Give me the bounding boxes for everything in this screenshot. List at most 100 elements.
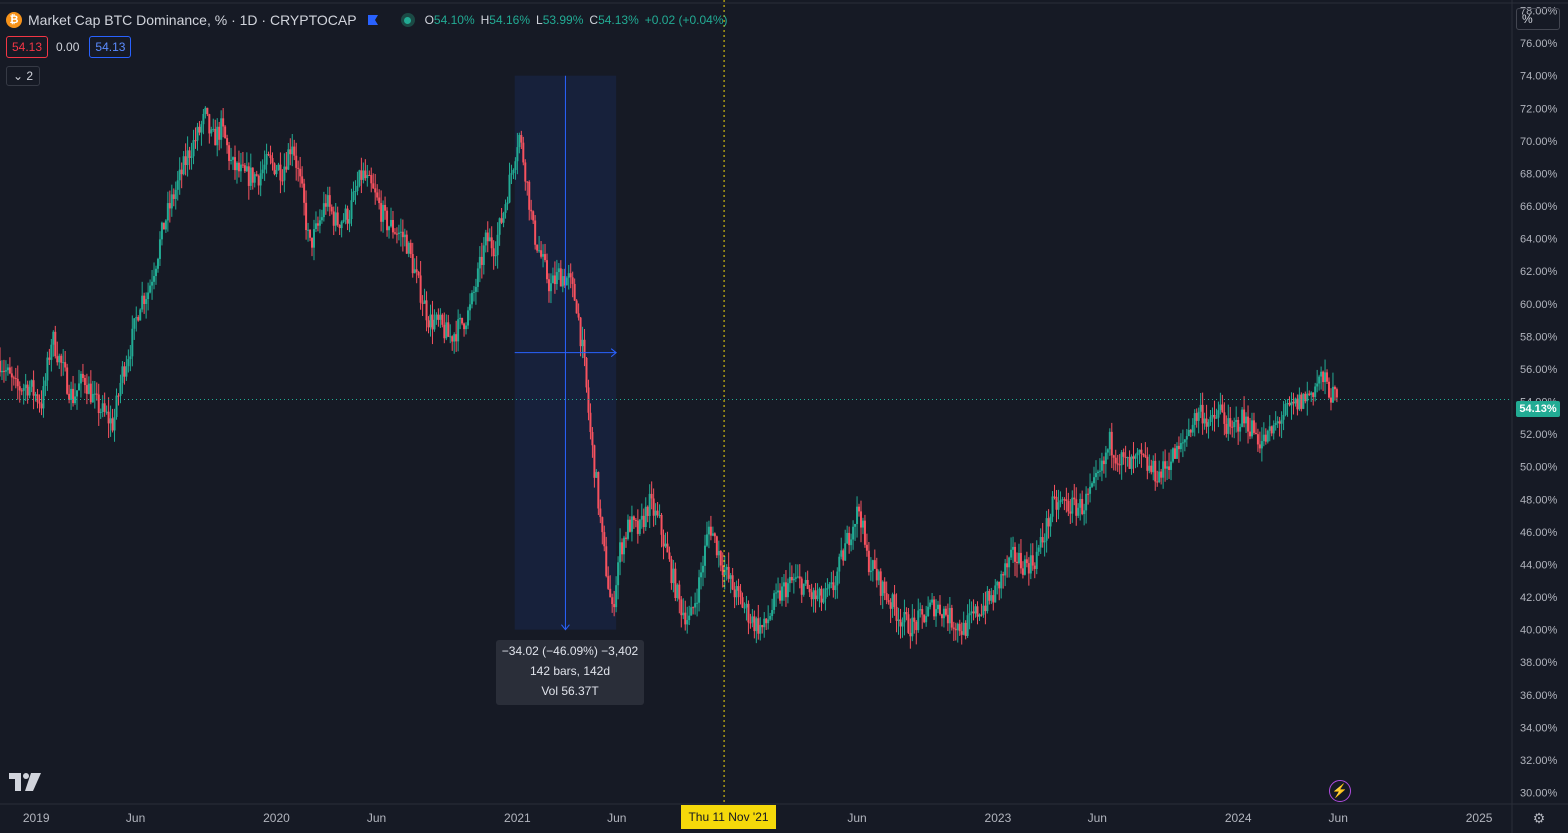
candle-body xyxy=(115,395,118,417)
candle-body xyxy=(172,194,175,199)
y-tick-label: 72.00% xyxy=(1520,103,1558,115)
market-status-icon[interactable] xyxy=(400,13,415,27)
candle-body xyxy=(567,273,570,278)
ask-price[interactable]: 54.13 xyxy=(89,36,132,58)
candle-body xyxy=(579,317,582,347)
crosshair-date-label: Thu 11 Nov '21 xyxy=(681,805,776,829)
candle-body xyxy=(435,314,438,320)
candle-body xyxy=(318,220,321,226)
candle-body xyxy=(212,128,215,130)
lightning-icon[interactable]: ⚡ xyxy=(1329,780,1351,802)
candle-body xyxy=(44,380,47,386)
candle-body xyxy=(891,594,894,609)
candle-body xyxy=(1304,393,1307,402)
candle-body xyxy=(1256,434,1259,445)
candle-body xyxy=(1292,401,1295,404)
candle-body xyxy=(490,237,493,249)
candle-body xyxy=(135,317,138,319)
candle-body xyxy=(472,291,475,293)
axis-unit-button[interactable]: % xyxy=(1516,8,1560,30)
candle-body xyxy=(364,170,367,179)
candle-body xyxy=(1006,563,1009,568)
candle-body xyxy=(1262,434,1265,442)
candle-body xyxy=(441,314,444,325)
candle-body xyxy=(32,380,35,396)
candle-body xyxy=(937,604,940,610)
candle-body xyxy=(634,519,637,521)
candle-body xyxy=(79,373,82,384)
candle-body xyxy=(366,175,369,179)
candle-body xyxy=(749,622,752,624)
tradingview-logo-icon[interactable] xyxy=(9,773,41,791)
candle-body xyxy=(869,570,872,573)
y-tick-label: 52.00% xyxy=(1520,429,1558,441)
candle-body xyxy=(988,590,991,601)
bid-price[interactable]: 54.13 xyxy=(6,36,49,58)
candle-body xyxy=(22,388,25,391)
candle-body xyxy=(445,322,448,339)
candle-body xyxy=(982,605,985,615)
candle-body xyxy=(678,584,681,600)
y-tick-label: 74.00% xyxy=(1520,71,1558,83)
ohlc-key: H xyxy=(480,13,490,27)
candle-body xyxy=(131,328,134,357)
candle-body xyxy=(243,165,246,172)
candle-body xyxy=(277,164,280,171)
candle-body xyxy=(773,593,776,610)
candle-body xyxy=(301,176,304,184)
candle-body xyxy=(881,581,884,596)
candle-body xyxy=(1037,547,1040,552)
candle-body xyxy=(265,154,268,165)
candle-body xyxy=(166,203,169,221)
spread-value: 0.00 xyxy=(56,40,80,54)
symbol-title[interactable]: Market Cap BTC Dominance, % · 1D · CRYPT… xyxy=(28,12,357,28)
measure-arrowhead-down xyxy=(561,624,570,631)
indicators-toggle-button[interactable]: ⌄ 2 xyxy=(6,66,41,86)
candle-body xyxy=(1132,456,1135,459)
candle-body xyxy=(1004,563,1007,576)
candle-body xyxy=(186,150,189,166)
candle-body xyxy=(54,331,57,357)
candle-body xyxy=(1331,386,1334,403)
candle-body xyxy=(745,603,748,608)
candle-body xyxy=(542,254,545,257)
candle-body xyxy=(101,403,104,413)
candle-body xyxy=(1140,449,1143,454)
candle-body xyxy=(230,159,233,161)
candle-body xyxy=(1168,466,1171,470)
candle-body xyxy=(696,602,699,604)
candle-body xyxy=(877,571,880,581)
candle-body xyxy=(863,520,866,545)
flag-icon[interactable] xyxy=(367,14,379,26)
candle-body xyxy=(648,493,651,516)
candle-body xyxy=(1045,518,1048,541)
gear-icon[interactable]: ⚙ xyxy=(1532,810,1546,826)
candle-body xyxy=(66,367,69,394)
candle-body xyxy=(390,219,393,227)
candle-body xyxy=(200,124,203,133)
candle-body xyxy=(700,572,703,578)
candle-body xyxy=(451,336,454,342)
candle-body xyxy=(241,164,244,166)
y-tick-label: 62.00% xyxy=(1520,266,1558,278)
candle-body xyxy=(1087,493,1090,495)
candle-body xyxy=(1021,568,1024,575)
candle-body xyxy=(18,386,21,391)
candle-body xyxy=(1079,498,1082,508)
candle-body xyxy=(725,566,728,570)
candle-body xyxy=(962,622,965,635)
candle-body xyxy=(1225,423,1228,434)
candle-body xyxy=(180,169,183,175)
candle-body xyxy=(1138,449,1141,453)
candle-body xyxy=(956,623,959,631)
candle-body xyxy=(636,520,639,534)
candle-body xyxy=(913,617,916,622)
candle-body xyxy=(551,275,554,284)
candle-body xyxy=(670,559,673,584)
candle-body xyxy=(354,190,357,192)
candle-body xyxy=(1205,418,1208,427)
candle-body xyxy=(56,356,59,363)
candle-body xyxy=(461,317,464,324)
